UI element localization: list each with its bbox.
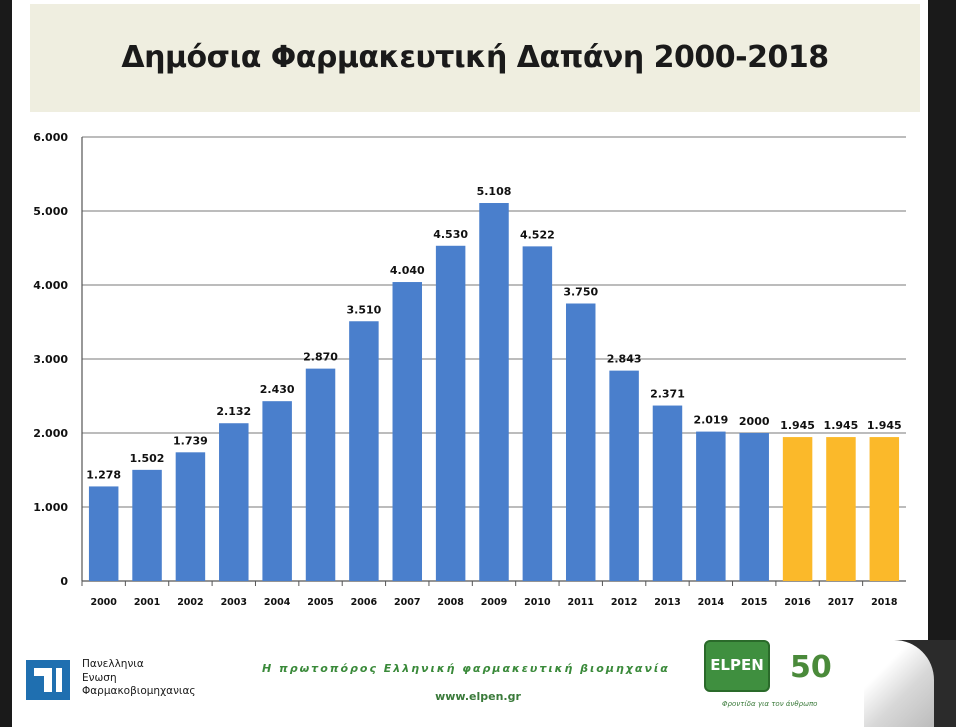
data-label: 2000 (739, 415, 770, 428)
data-label: 2.430 (260, 383, 295, 396)
footer-website: www.elpen.gr (435, 690, 521, 703)
data-label: 4.040 (390, 264, 425, 277)
bar (435, 245, 466, 581)
x-tick-label: 2000 (90, 597, 117, 608)
data-label: 2.843 (607, 353, 642, 366)
data-label: 1.502 (130, 452, 165, 465)
elpen-anniversary-badge: 50 (790, 650, 832, 685)
y-tick-label: 3.000 (33, 353, 68, 366)
data-label: 3.750 (563, 286, 598, 299)
data-label: 1.945 (780, 419, 815, 432)
y-tick-label: 4.000 (33, 279, 68, 292)
data-label: 4.522 (520, 228, 555, 241)
bar (479, 203, 509, 581)
data-label: 2.371 (650, 388, 685, 401)
bar (869, 437, 900, 581)
elpen-logo-text: ELPEN (710, 656, 764, 674)
pef-logo-line-3: Φαρμακοβιομηχανιας (82, 685, 196, 697)
x-tick-label: 2005 (307, 597, 333, 608)
pef-logo-line-1: Πανελληνια (82, 658, 144, 670)
bar (392, 282, 423, 581)
elpen-slogan: Φροντίδα για τον άνθρωπο (722, 700, 818, 708)
page-curl-icon (864, 640, 934, 727)
page-title: Δημόσια Φαρμακευτική Δαπάνη 2000-2018 (121, 40, 829, 75)
title-band: Δημόσια Φαρμακευτική Δαπάνη 2000-2018 (30, 4, 920, 112)
data-label: 1.278 (86, 468, 121, 481)
y-tick-label: 6.000 (33, 131, 68, 144)
footer-tagline: Η πρωτοπόρος Ελληνική φαρμακευτική βιομη… (262, 662, 670, 675)
x-tick-label: 2002 (177, 597, 203, 608)
x-tick-label: 2006 (351, 597, 378, 608)
bar (349, 321, 379, 581)
data-label: 2.132 (216, 405, 251, 418)
x-tick-label: 2011 (568, 597, 594, 608)
bar (565, 303, 596, 581)
bar (262, 401, 292, 581)
x-tick-label: 2001 (134, 597, 160, 608)
bar (132, 469, 162, 581)
pef-logo-mark-icon (26, 660, 70, 700)
bar (522, 246, 553, 581)
x-tick-label: 2007 (394, 597, 420, 608)
bar (305, 368, 336, 581)
data-label: 2.019 (693, 414, 728, 427)
x-tick-label: 2010 (524, 597, 551, 608)
x-tick-label: 2004 (264, 597, 291, 608)
data-label: 2.870 (303, 351, 338, 364)
data-label: 1.945 (824, 419, 859, 432)
y-tick-label: 1.000 (33, 501, 68, 514)
bar (739, 433, 769, 581)
data-label: 1.739 (173, 434, 208, 447)
y-tick-label: 0 (60, 575, 68, 588)
bar (826, 437, 856, 581)
data-label: 4.530 (433, 228, 468, 241)
x-tick-label: 2017 (828, 597, 854, 608)
elpen-logo: ELPEN (704, 640, 770, 692)
data-label: 3.510 (346, 303, 381, 316)
data-label: 5.108 (477, 185, 512, 198)
x-tick-label: 2008 (437, 597, 464, 608)
x-tick-label: 2012 (611, 597, 637, 608)
x-tick-label: 2003 (221, 597, 247, 608)
x-tick-label: 2009 (481, 597, 507, 608)
bar (88, 486, 119, 581)
bar (696, 431, 726, 581)
bar (175, 452, 206, 581)
data-label: 1.945 (867, 419, 902, 432)
bar (609, 370, 639, 581)
x-tick-label: 2014 (698, 597, 725, 608)
pef-logo: Πανελληνια Ενωση Φαρμακοβιομηχανιας (26, 656, 226, 706)
x-tick-label: 2018 (871, 597, 898, 608)
pef-logo-line-2: Ενωση (82, 671, 117, 684)
slide: Δημόσια Φαρμακευτική Δαπάνη 2000-2018 (12, 0, 928, 727)
x-tick-label: 2013 (654, 597, 680, 608)
x-tick-label: 2016 (784, 597, 811, 608)
y-tick-label: 5.000 (33, 205, 68, 218)
bar (652, 405, 683, 581)
x-tick-label: 2015 (741, 597, 767, 608)
bar (782, 437, 813, 581)
y-tick-label: 2.000 (33, 427, 68, 440)
bar (219, 423, 249, 581)
